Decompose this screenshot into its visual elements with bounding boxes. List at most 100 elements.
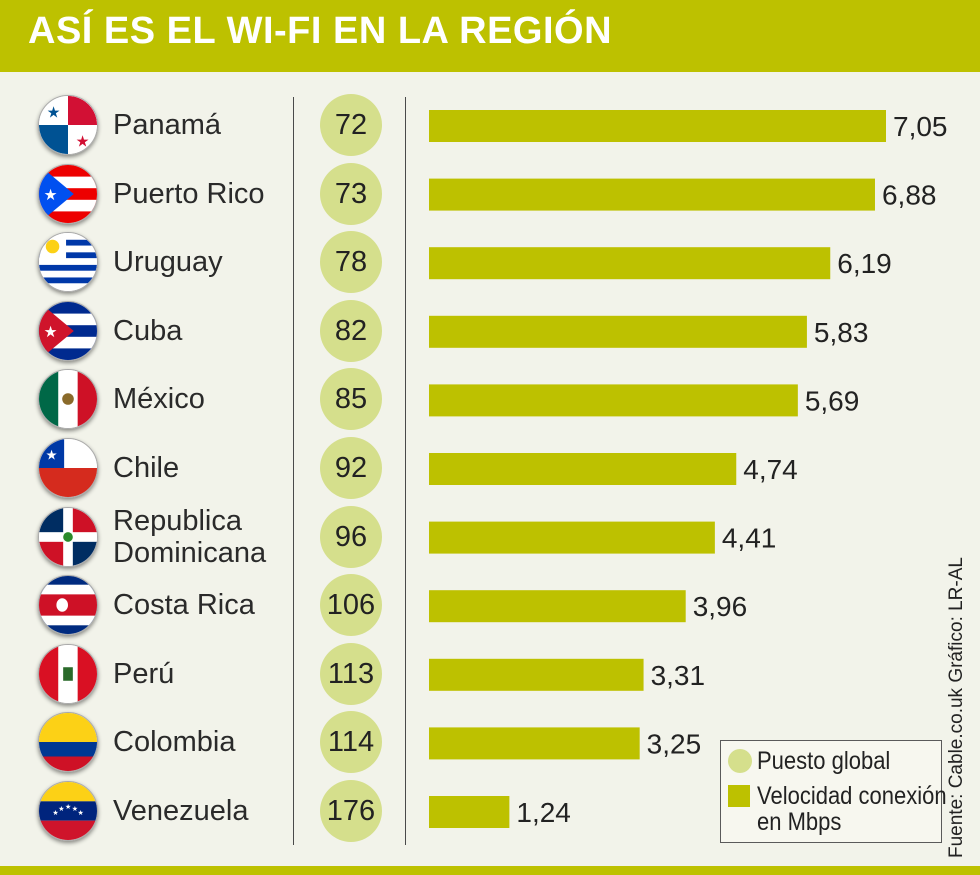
country-label: Venezuela: [113, 795, 248, 827]
divider-left: [293, 97, 294, 845]
svg-text:★: ★: [76, 133, 90, 150]
rank-label: 73: [334, 177, 368, 210]
speed-bar: [429, 590, 686, 623]
venezuela-flag-icon: ★ ★ ★ ★ ★: [38, 781, 98, 841]
country-label-line: México: [113, 383, 205, 416]
country-label: Uruguay: [113, 246, 223, 278]
source-credit: Fuente: Cable.co.uk Gráfico: LR-AL: [946, 557, 967, 858]
title-bar: ASÍ ES EL WI-FI EN LA REGIÓN: [0, 0, 980, 72]
svg-text:★: ★: [44, 324, 58, 341]
rank-label: 106: [326, 589, 376, 622]
speed-value-label: 3,96: [693, 591, 748, 622]
country-label-line: Panamá: [113, 109, 222, 141]
rank-circle: 96: [320, 505, 382, 568]
country-label-line: Dominicana: [113, 536, 267, 569]
rank-label: 78: [334, 246, 368, 279]
rank-circle: 113: [320, 642, 382, 705]
country-label-line: Cuba: [113, 314, 183, 347]
legend-rank-swatch: [728, 749, 752, 773]
speed-bar: [429, 178, 875, 211]
speed-value-label: 6,88: [882, 180, 937, 211]
country-label-line: Republica: [113, 504, 242, 537]
country-label-line: Chile: [113, 452, 180, 484]
svg-text:★: ★: [58, 805, 64, 813]
rank-circle: 73: [320, 162, 382, 225]
costa-rica-flag-icon: [38, 575, 98, 636]
chile-flag-icon: ★: [38, 438, 98, 498]
speed-bar: [429, 384, 798, 417]
speed-bar: [429, 658, 644, 691]
mexico-flag-icon: [38, 369, 98, 430]
speed-bar: [429, 247, 831, 280]
panama-flag-icon: ★ ★: [38, 95, 98, 155]
peru-flag-icon: [38, 643, 98, 704]
country-label: Panamá: [113, 109, 221, 141]
country-label: Colombia: [113, 726, 236, 758]
rank-circle: 106: [320, 574, 382, 637]
legend: Puesto global Velocidad conexión en Mbps: [720, 740, 947, 843]
legend-rank-label: Puesto global: [757, 747, 891, 775]
country-label: Republica Dominicana: [113, 505, 266, 569]
rank-circle: 114: [320, 711, 382, 774]
speed-value-label: 5,83: [814, 317, 869, 348]
rank-circle: 72: [320, 94, 382, 156]
svg-text:★: ★: [52, 809, 58, 817]
rank-label: 85: [334, 383, 368, 416]
divider-right: [405, 97, 406, 845]
rank-circle: 78: [320, 231, 382, 294]
speed-value-label: 4,74: [743, 454, 798, 485]
country-label: Perú: [113, 658, 174, 690]
speed-bar: [429, 727, 640, 760]
rank-circle: 92: [320, 437, 382, 499]
chart-title: ASÍ ES EL WI-FI EN LA REGIÓN: [28, 10, 613, 52]
speed-value-label: 4,41: [722, 523, 777, 554]
bottom-bar: [0, 866, 980, 875]
rank-label: 114: [327, 726, 375, 759]
rank-label: 176: [326, 795, 376, 827]
puerto-rico-flag-icon: ★: [38, 163, 98, 224]
rank-label: 113: [327, 657, 375, 690]
country-label-line: Perú: [113, 657, 175, 690]
svg-text:★: ★: [65, 803, 71, 811]
svg-text:★: ★: [46, 447, 58, 462]
legend-speed-swatch: [728, 785, 750, 807]
dominican-republic-flag-icon: [38, 506, 98, 567]
speed-bar: [429, 453, 737, 485]
speed-value-label: 5,69: [805, 385, 860, 416]
rank-circle: 176: [320, 780, 382, 842]
rank-circle: 85: [320, 368, 382, 431]
speed-value-label: 3,25: [647, 728, 702, 759]
rank-label: 82: [334, 314, 368, 347]
country-label: Chile: [113, 452, 179, 484]
country-label-line: Puerto Rico: [113, 177, 265, 210]
rank-circle: 82: [320, 299, 382, 362]
country-label-line: Colombia: [113, 726, 236, 759]
rank-label: 92: [334, 452, 368, 484]
uruguay-flag-icon: [38, 232, 98, 293]
svg-text:★: ★: [78, 809, 84, 817]
country-label-line: Costa Rica: [113, 589, 255, 622]
svg-text:★: ★: [44, 186, 58, 203]
country-label: México: [113, 383, 205, 415]
country-label: Cuba: [113, 315, 182, 347]
country-label: Puerto Rico: [113, 178, 265, 210]
speed-value-label: 7,05: [893, 111, 948, 142]
legend-speed-label-line1: Velocidad conexión: [757, 782, 947, 810]
country-label: Costa Rica: [113, 589, 255, 621]
speed-bar: [429, 521, 715, 554]
colombia-flag-icon: [38, 712, 98, 773]
speed-value-label: 1,24: [516, 797, 571, 828]
speed-bar: [429, 796, 510, 828]
cuba-flag-icon: ★: [38, 300, 98, 361]
speed-bar: [429, 315, 807, 348]
svg-text:★: ★: [47, 104, 61, 121]
speed-value-label: 6,19: [837, 248, 892, 279]
speed-bar: [429, 110, 886, 142]
speed-value-label: 3,31: [651, 660, 706, 691]
country-label-line: Venezuela: [113, 795, 249, 827]
rank-label: 72: [334, 109, 368, 141]
rank-label: 96: [334, 520, 368, 553]
legend-speed-label-line2: en Mbps: [757, 808, 842, 836]
